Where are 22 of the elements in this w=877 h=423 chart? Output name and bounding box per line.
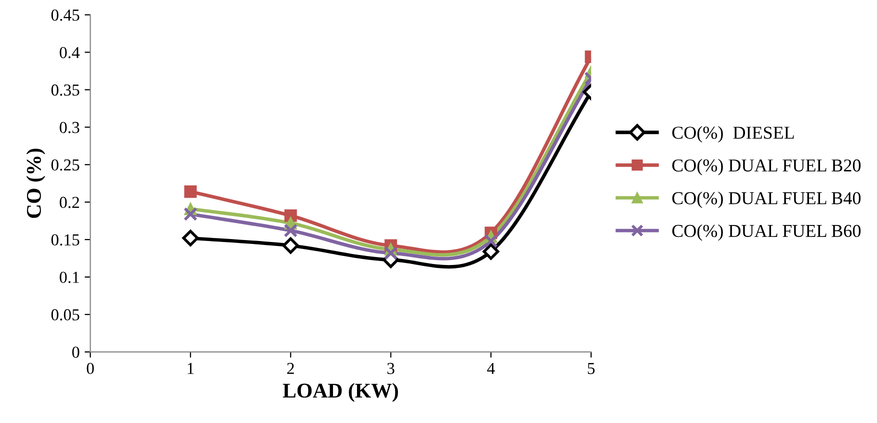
legend-label: CO(%) DIESEL (672, 126, 794, 143)
legend-label: CO(%) DUAL FUEL B20 (672, 158, 861, 176)
x-tick-label: 5 (588, 363, 595, 374)
x-tick-label: 1 (188, 362, 194, 374)
legend-label: CO(%) DUAL FUEL B40 (672, 192, 861, 208)
y-axis-title: CO (%) (26, 148, 46, 218)
y-tick-label: 0.4 (60, 46, 80, 58)
y-tick-label: 0.35 (51, 84, 80, 96)
y-tick-label: 0.25 (51, 159, 80, 171)
x-tick-label: 3 (387, 362, 394, 374)
y-tick-label: 0.45 (51, 10, 80, 21)
legend-label: CO(%) DUAL FUEL B60 (672, 224, 861, 241)
y-tick-label: 0 (72, 346, 80, 358)
y-tick-label: 0.05 (51, 309, 80, 320)
x-tick-label: 2 (287, 362, 294, 374)
x-tick-label: 0 (86, 362, 94, 374)
y-tick-label: 0.3 (60, 122, 80, 134)
y-tick-label: 0.1 (60, 272, 79, 284)
y-tick-label: 0.2 (60, 196, 79, 208)
y-tick-label: 0.15 (51, 234, 80, 246)
x-tick-label: 4 (487, 362, 495, 374)
x-axis-title: LOAD (KW) (282, 383, 398, 402)
